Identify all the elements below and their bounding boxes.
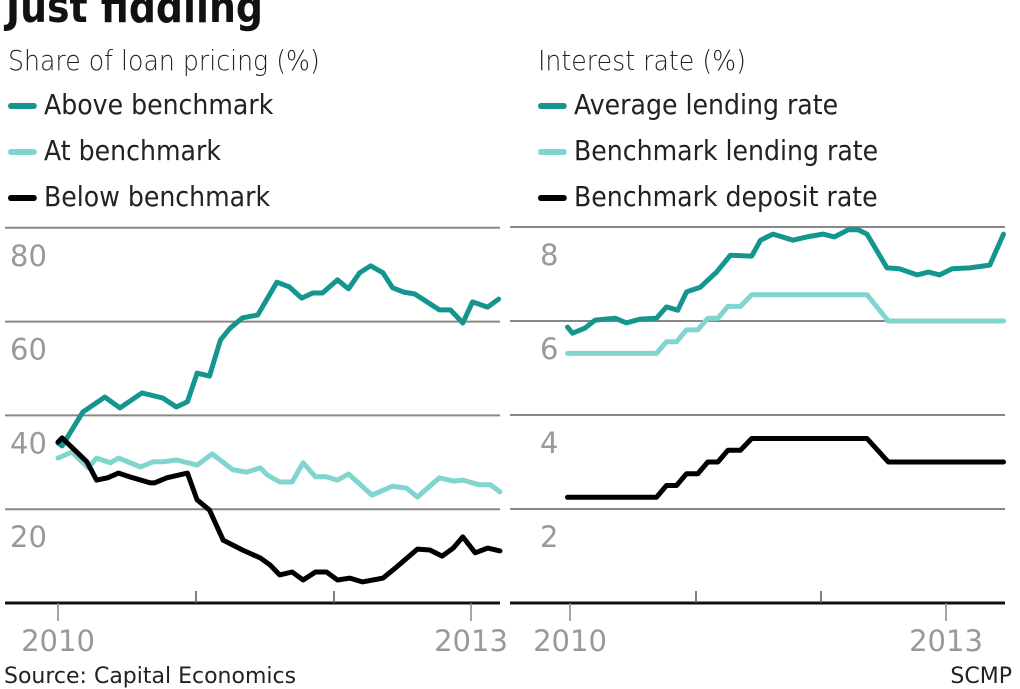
legend-label: Benchmark lending rate — [574, 134, 879, 167]
legend-item-at: At benchmark — [8, 134, 221, 167]
legend-item-benchmark-deposit: Benchmark deposit rate — [538, 180, 878, 213]
series-line-above-benchmark — [55, 263, 502, 449]
right-chart-title: Interest rate (%) — [538, 44, 746, 77]
x-tick-label: 2013 — [909, 624, 983, 658]
y-tick-label: 20 — [10, 520, 47, 554]
legend-swatch — [538, 195, 567, 201]
legend-item-average-lending: Average lending rate — [538, 88, 838, 121]
legend-item-below: Below benchmark — [8, 180, 270, 213]
chart-title: Just fiddling — [6, 0, 263, 33]
legend-swatch — [8, 149, 37, 155]
series-line-at-benchmark — [55, 449, 503, 500]
y-tick-label: 6 — [540, 332, 558, 366]
series-line-benchmark-lending-rate — [565, 292, 1006, 356]
y-tick-label: 80 — [10, 239, 47, 273]
x-tick-label: 2010 — [21, 624, 95, 658]
x-tick-label: 2010 — [533, 624, 607, 658]
legend-item-benchmark-lending: Benchmark lending rate — [538, 134, 878, 167]
source-note: Source: Capital Economics — [4, 664, 297, 689]
credit: SCMP — [950, 664, 1012, 689]
y-tick-label: 40 — [10, 426, 47, 460]
legend-swatch — [8, 195, 37, 201]
legend-label: Benchmark deposit rate — [574, 180, 878, 213]
series-line-benchmark-deposit-rate — [565, 436, 1006, 500]
x-tick-label: 2013 — [434, 624, 508, 658]
y-tick-label: 60 — [10, 333, 47, 367]
y-tick-label: 4 — [540, 426, 558, 460]
legend-item-above: Above benchmark — [8, 88, 273, 121]
left-chart-title: Share of loan pricing (%) — [8, 44, 320, 77]
legend-label: At benchmark — [44, 134, 221, 167]
y-tick-label: 8 — [540, 238, 558, 272]
series-line-average-lending-rate — [565, 227, 1006, 336]
legend-label: Above benchmark — [44, 88, 274, 121]
series-line-below-benchmark — [55, 435, 503, 585]
legend-label: Below benchmark — [44, 180, 271, 213]
legend-swatch — [538, 103, 567, 109]
legend-swatch — [8, 103, 37, 109]
legend-swatch — [538, 149, 567, 155]
legend-label: Average lending rate — [574, 88, 839, 121]
y-tick-label: 2 — [540, 520, 558, 554]
